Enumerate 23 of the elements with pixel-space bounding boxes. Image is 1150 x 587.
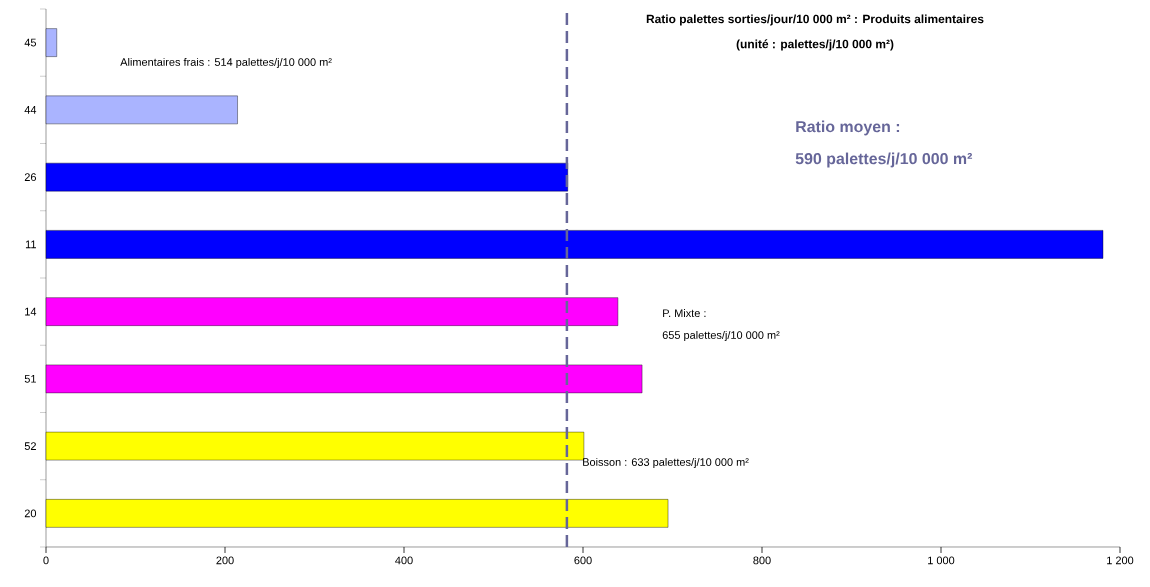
chart-title: Ratio palettes sorties/jour/10 000 m² : Produits alimentaires xyxy=(646,14,984,26)
x-tick-label: 1 000 xyxy=(928,556,955,565)
y-tick-label: 52 xyxy=(24,442,36,451)
annotation: Boisson : 633 palettes/j/10 000 m² xyxy=(583,457,749,469)
annotation: Alimentaires frais : 514 palettes/j/10 000 m² xyxy=(120,57,332,69)
x-tick-label: 600 xyxy=(574,556,592,565)
annotation: 655 palettes/j/10 000 m² xyxy=(662,330,780,342)
x-tick-label: 200 xyxy=(216,556,234,565)
annotation: P. Mixte : xyxy=(663,308,706,318)
y-tick-label: 45 xyxy=(24,38,37,47)
x-tick-label: 1 200 xyxy=(1107,556,1134,565)
annotation: Ratio moyen : xyxy=(796,120,900,136)
y-tick-label: 26 xyxy=(24,173,36,182)
y-tick-label: 14 xyxy=(25,307,37,316)
annotation: 590 palettes/j/10 000 m² xyxy=(795,152,973,168)
x-tick-label: 0 xyxy=(43,556,49,565)
y-tick-label: 20 xyxy=(24,509,37,518)
text: (unité : palettes/j/10 000 m²) xyxy=(736,39,894,51)
y-tick-label: 44 xyxy=(24,106,37,114)
x-tick-label: 400 xyxy=(395,556,413,565)
x-tick-label: 800 xyxy=(753,556,771,565)
y-tick-label: 51 xyxy=(24,375,36,383)
y-tick-label: 11 xyxy=(25,240,36,249)
